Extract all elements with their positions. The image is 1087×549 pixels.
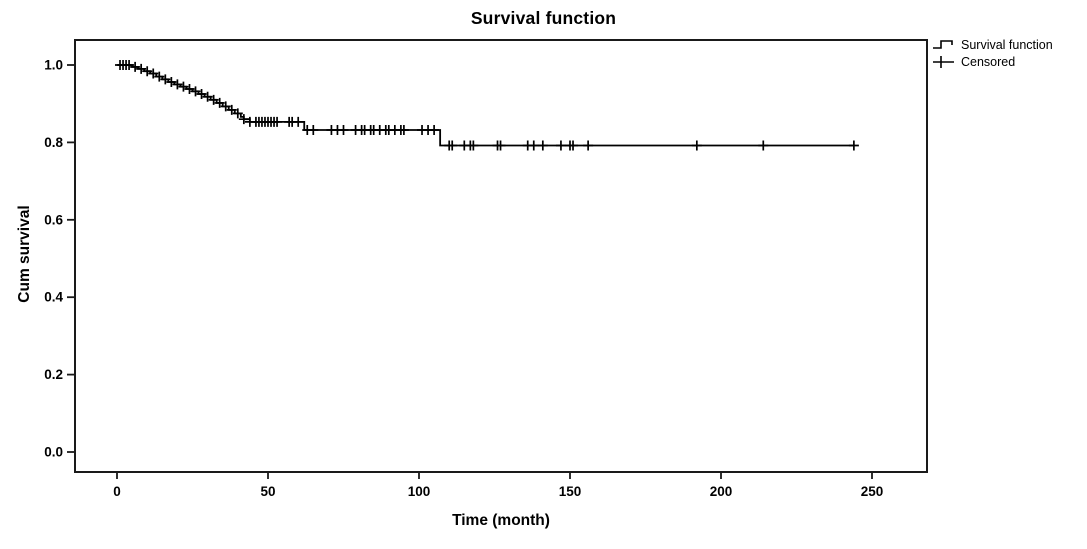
- censor-mark: [468, 140, 479, 151]
- censor-mark: [848, 140, 859, 151]
- censor-mark: [537, 140, 548, 151]
- x-tick-label: 50: [260, 484, 275, 499]
- plot-frame: [74, 39, 928, 473]
- censor-mark: [160, 74, 171, 85]
- censor-mark: [178, 81, 189, 92]
- censor-mark: [148, 68, 159, 79]
- legend-item-survival-function: Survival function: [932, 37, 1053, 53]
- censor-mark: [758, 140, 769, 151]
- y-tick-label: 0.6: [44, 212, 63, 227]
- censor-mark: [528, 140, 539, 151]
- plus-cross-icon: [933, 56, 954, 68]
- x-tick-label: 250: [861, 484, 884, 499]
- censor-mark: [214, 97, 225, 108]
- step-line-icon: [933, 40, 953, 49]
- legend-label-censored: Censored: [961, 55, 1016, 69]
- censor-mark: [232, 108, 243, 119]
- censor-mark: [272, 116, 283, 127]
- y-tick-label: 0.0: [44, 445, 63, 460]
- x-axis-title: Time (month): [452, 512, 550, 529]
- censor-mark: [338, 125, 349, 136]
- y-tick-label: 0.2: [44, 367, 63, 382]
- censor-mark: [142, 66, 153, 77]
- y-tick-label: 0.4: [44, 290, 63, 305]
- censor-mark: [202, 91, 213, 102]
- x-tick-label: 100: [408, 484, 431, 499]
- censor-mark: [226, 104, 237, 115]
- censor-mark: [398, 125, 409, 136]
- censor-mark: [220, 101, 231, 112]
- legend-label-survival-function: Survival function: [961, 38, 1053, 52]
- censor-mark: [691, 140, 702, 151]
- censor-mark: [447, 140, 458, 151]
- censor-mark: [555, 140, 566, 151]
- censor-mark: [136, 63, 147, 74]
- y-axis-title: Cum survival: [16, 205, 33, 303]
- censor-mark: [568, 140, 579, 151]
- censor-mark: [166, 77, 177, 88]
- censor-mark: [495, 140, 506, 151]
- censor-mark: [190, 86, 201, 97]
- x-tick-label: 0: [113, 484, 121, 499]
- censor-mark: [583, 140, 594, 151]
- censor-mark: [124, 60, 135, 70]
- censor-mark: [238, 114, 249, 125]
- y-tick-label: 1.0: [44, 58, 63, 73]
- censor-mark: [184, 83, 195, 94]
- censor-mark: [208, 94, 219, 105]
- censor-mark: [293, 116, 304, 127]
- x-tick-label: 150: [559, 484, 582, 499]
- censor-mark: [130, 61, 141, 72]
- x-tick-label: 200: [710, 484, 733, 499]
- censor-mark: [154, 71, 165, 82]
- censor-mark: [429, 125, 440, 136]
- legend: Survival function Censored: [932, 37, 1053, 70]
- censor-mark: [196, 89, 207, 100]
- legend-item-censored: Censored: [932, 54, 1053, 70]
- y-tick-label: 0.8: [44, 135, 63, 150]
- censor-mark: [308, 125, 319, 136]
- chart-title: Survival function: [470, 8, 617, 28]
- censor-mark: [172, 79, 183, 90]
